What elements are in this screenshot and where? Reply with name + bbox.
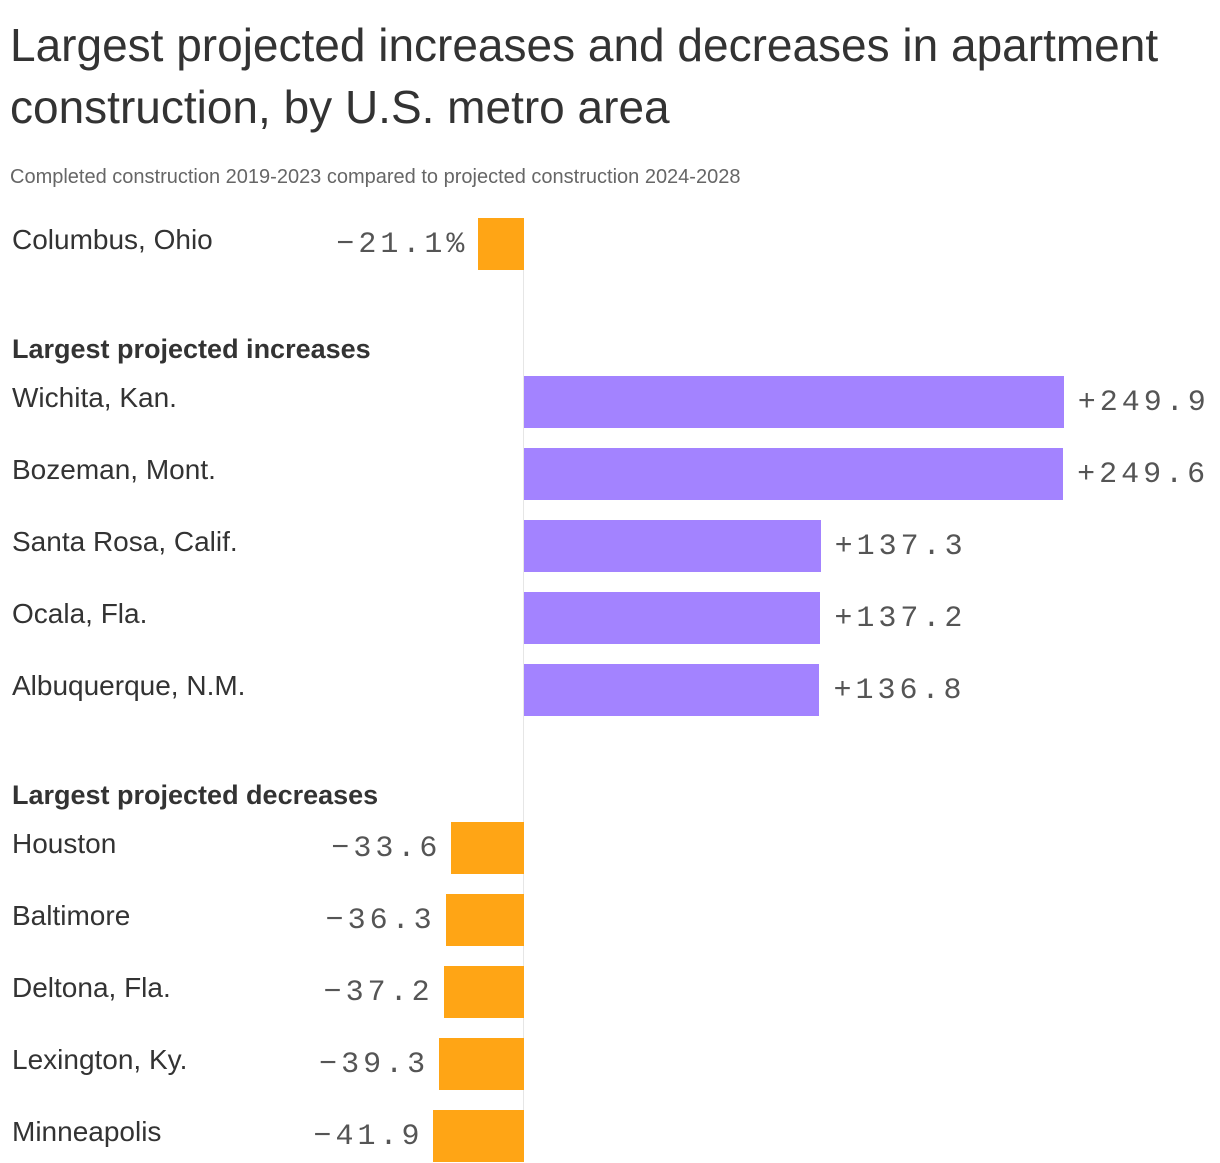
decrease-bar xyxy=(439,1038,524,1090)
bar-label: Santa Rosa, Calif. xyxy=(12,526,238,557)
group-heading: Largest projected decreases xyxy=(12,780,379,810)
bar-label: Columbus, Ohio xyxy=(12,224,213,255)
bar-label: Lexington, Ky. xyxy=(12,1044,188,1075)
value-label: +249.6 xyxy=(1077,458,1210,492)
value-label: −37.2 xyxy=(323,976,434,1010)
bar-label: Deltona, Fla. xyxy=(12,972,171,1003)
value-label: −39.3 xyxy=(319,1048,430,1082)
value-label: +137.2 xyxy=(834,602,967,636)
value-label: +136.8 xyxy=(833,674,966,708)
value-label: −41.9 xyxy=(313,1120,424,1154)
bar-label: Houston xyxy=(12,828,117,859)
decrease-bar xyxy=(478,218,524,270)
increase-bar xyxy=(524,448,1064,500)
increase-bar xyxy=(524,376,1064,428)
increase-bar xyxy=(524,664,820,716)
decrease-bar xyxy=(451,822,524,874)
decrease-bar xyxy=(433,1110,524,1162)
group-heading: Largest projected increases xyxy=(12,334,371,364)
value-label: −21.1% xyxy=(336,228,469,262)
chart-subtitle: Completed construction 2019-2023 compare… xyxy=(10,166,741,188)
increase-bar xyxy=(524,592,821,644)
bar-label: Wichita, Kan. xyxy=(12,382,177,413)
decrease-bar xyxy=(445,894,524,946)
value-label: +137.3 xyxy=(834,530,967,564)
increase-bar xyxy=(524,520,821,572)
value-label: +249.9 xyxy=(1077,386,1210,420)
zero-line xyxy=(523,218,524,1162)
bar-label: Albuquerque, N.M. xyxy=(12,670,246,701)
bar-label: Baltimore xyxy=(12,900,131,931)
chart-title: Largest projected increases and decrease… xyxy=(10,19,1159,133)
bar-label: Ocala, Fla. xyxy=(12,598,148,629)
decrease-bar xyxy=(443,966,524,1018)
value-label: −36.3 xyxy=(325,904,436,938)
bar-label: Bozeman, Mont. xyxy=(12,454,216,485)
value-label: −33.6 xyxy=(331,832,442,866)
bar-label: Minneapolis xyxy=(12,1116,162,1147)
